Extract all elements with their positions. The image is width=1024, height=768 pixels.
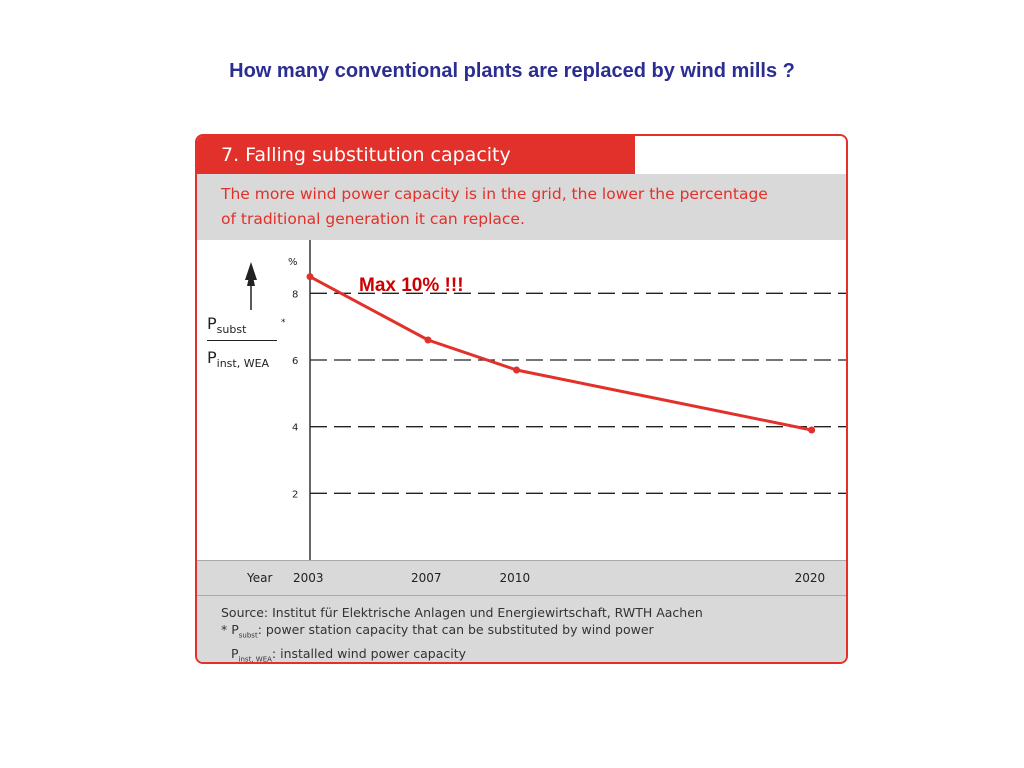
y-tick-label-8: 8 (292, 289, 298, 300)
y-tick-label-6: 6 (292, 356, 298, 367)
ylabel-numerator: Psubst (207, 314, 247, 337)
subtitle-line-1: The more wind power capacity is in the g… (221, 185, 768, 203)
source-note: Source: Institut für Elektrische Anlagen… (197, 596, 846, 663)
source-line-2: * Psubst: power station capacity that ca… (221, 622, 654, 640)
slide-title: How many conventional plants are replace… (229, 60, 795, 82)
data-points (306, 273, 816, 434)
y-axis-label: Psubst * Pinst, WEA (205, 260, 286, 380)
chart-card: 7. Falling substitution capacity The mor… (195, 134, 848, 664)
line-chart: 2 4 6 8 % (288, 240, 846, 560)
y-tick-label-4: 4 (292, 423, 298, 434)
data-point-2020 (808, 426, 816, 434)
source-line-1: Source: Institut für Elektrische Anlagen… (221, 605, 703, 620)
x-tick-label-2020: 2020 (794, 571, 826, 585)
card-header-spacer (633, 136, 846, 174)
x-tick-label-2010: 2010 (499, 571, 531, 585)
series-line (309, 275, 812, 432)
x-tick-label-2003: 2003 (293, 571, 324, 585)
data-point-2007 (424, 336, 432, 344)
plot-area: Psubst * Pinst, WEA 2 4 6 8 % (197, 240, 846, 560)
y-axis-unit: % (288, 257, 298, 268)
x-tick-label-2007: 2007 (411, 571, 442, 585)
card-header: 7. Falling substitution capacity (197, 136, 633, 174)
source-line-3: Pinst, WEA: installed wind power capacit… (231, 645, 467, 663)
x-axis-band: Year 2003 2007 2010 2020 (197, 560, 846, 596)
ylabel-asterisk: * (281, 318, 286, 328)
ylabel-fraction-bar (207, 340, 277, 341)
data-point-2003 (306, 273, 314, 281)
wind-turbine-icon (245, 262, 257, 310)
card-subtitle: The more wind power capacity is in the g… (197, 174, 846, 240)
data-point-2010 (513, 366, 521, 374)
y-tick-label-2: 2 (292, 489, 298, 500)
gridlines (310, 292, 846, 494)
ylabel-denominator: Pinst, WEA (207, 348, 270, 371)
y-tick-labels: 2 4 6 8 (292, 289, 298, 500)
x-axis-label: Year (247, 571, 273, 585)
subtitle-line-2: of traditional generation it can replace… (221, 210, 525, 228)
max-annotation: Max 10% !!! (359, 275, 464, 296)
